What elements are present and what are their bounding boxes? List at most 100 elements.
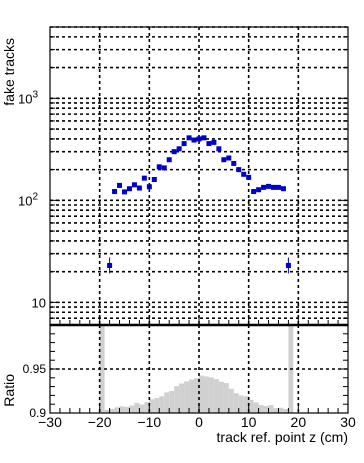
marker (176, 146, 182, 152)
x-axis-label: track ref. point z (cm) (217, 429, 348, 445)
ratio-bin (199, 375, 204, 413)
data-point (122, 189, 127, 195)
marker (186, 135, 192, 141)
x-tick-label: −30 (38, 414, 62, 430)
data-point (246, 174, 252, 180)
x-tick-label: −20 (88, 414, 112, 430)
data-point (112, 189, 118, 195)
data-point (176, 146, 182, 152)
x-tick-label: 0 (195, 414, 203, 430)
ratio-bin (99, 325, 105, 413)
ratio-bin (233, 393, 239, 413)
marker (107, 262, 113, 268)
data-point (221, 157, 227, 163)
data-point (181, 141, 187, 147)
ratio-bin (164, 392, 170, 413)
marker (251, 189, 257, 195)
x-tick-label: 20 (291, 414, 307, 430)
data-point (146, 184, 152, 190)
marker (216, 146, 222, 152)
y-tick-label-lower: 0.95 (23, 362, 47, 376)
ratio-bin (194, 378, 199, 413)
data-point (151, 177, 157, 183)
marker (156, 164, 162, 170)
marker (136, 185, 142, 191)
marker (221, 157, 227, 163)
ratio-bin (228, 388, 234, 413)
marker (206, 141, 212, 147)
data-point (256, 187, 262, 193)
marker (226, 155, 232, 161)
ratio-bin (243, 396, 249, 413)
marker (211, 139, 217, 145)
data-point (271, 184, 276, 190)
data-point (161, 165, 167, 171)
ratio-bin (179, 383, 185, 413)
data-point (201, 135, 207, 141)
ratio-bin (189, 379, 195, 413)
y-axis-label-upper: fake tracks (1, 38, 17, 106)
data-point (236, 167, 242, 173)
marker (141, 175, 147, 181)
data-point (156, 164, 162, 170)
marker (126, 186, 132, 192)
ratio-bin (169, 391, 175, 413)
ratio-bin (104, 409, 110, 413)
marker (196, 136, 202, 142)
data-point (251, 189, 257, 195)
marker (191, 137, 197, 143)
ratio-bin (124, 406, 130, 413)
marker (166, 157, 172, 163)
marker (266, 183, 272, 189)
x-tick-label: 10 (241, 414, 257, 430)
ratio-bin (203, 376, 209, 413)
lower-grid (50, 325, 348, 413)
marker (201, 135, 207, 141)
data-point (131, 182, 137, 188)
ratio-bin (218, 381, 224, 413)
ratio-bin (238, 395, 244, 413)
ratio-bin (248, 399, 254, 413)
ratio-bin (258, 405, 264, 413)
ratio-bin (273, 408, 279, 413)
y-tick-label-upper: 10 (32, 295, 46, 310)
marker (151, 177, 157, 183)
axis-labels: fake tracks Ratio track ref. point z (cm… (1, 38, 348, 445)
ratio-bin (109, 409, 115, 413)
marker (246, 174, 252, 180)
ratio-bin (144, 402, 150, 413)
y-tick-label-upper: 102 (18, 191, 38, 208)
ratio-bin (119, 406, 125, 413)
marker (241, 171, 247, 177)
data-point (241, 171, 247, 177)
marker (131, 182, 137, 188)
data-point (206, 141, 212, 147)
ratio-bin (223, 383, 229, 413)
data-point (261, 184, 267, 190)
ratio-bin (174, 386, 180, 413)
y-tick-label-lower: 0.9 (29, 406, 46, 420)
ratio-histogram (99, 325, 294, 413)
data-point (285, 257, 291, 274)
data-point (275, 184, 281, 190)
marker (122, 189, 127, 195)
marker (271, 184, 276, 190)
data-point (196, 136, 202, 142)
data-point (231, 160, 237, 166)
ratio-bin (154, 398, 160, 413)
marker (275, 184, 281, 190)
marker (112, 189, 118, 195)
ratio-bin (134, 402, 140, 413)
ratio-bin (263, 405, 269, 413)
marker (231, 160, 237, 166)
data-point (266, 183, 272, 189)
upper-grid (50, 26, 348, 326)
ratio-bin (283, 409, 289, 413)
data-point (186, 135, 192, 141)
marker (256, 187, 262, 193)
ratio-bin (278, 407, 284, 413)
data-point (141, 175, 147, 181)
data-point (117, 182, 123, 188)
data-point (216, 146, 222, 152)
